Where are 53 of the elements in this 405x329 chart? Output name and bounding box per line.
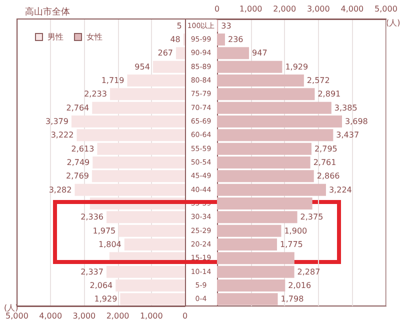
data-label: 1,929 [285, 62, 308, 72]
x-tick-label: 4,000 [39, 312, 62, 320]
x2-tick-label: 1,000 [239, 4, 262, 14]
data-label: 5 [176, 21, 182, 30]
data-label: 1,900 [284, 226, 308, 236]
data-label: 2,764 [66, 103, 90, 112]
data-label: 2,064 [90, 281, 113, 290]
data-label: 947 [252, 48, 268, 58]
data-label: 3,437 [336, 130, 360, 140]
x-tick-label: 0 [182, 312, 188, 320]
data-label: 954 [134, 62, 150, 72]
x2-tick-label: 4,000 [340, 4, 364, 14]
data-label: 2,375 [300, 212, 324, 222]
data-label: 2,769 [66, 172, 89, 181]
data-label: 236 [228, 35, 244, 44]
x-tick-label: 3,000 [72, 312, 96, 320]
data-label: 2,613 [71, 144, 94, 154]
data-label: 2,891 [318, 90, 341, 99]
x2-tick-label: 3,000 [306, 4, 330, 14]
legend-label: 男性 [48, 32, 64, 42]
data-label: 2,795 [314, 144, 338, 154]
x-tick-label: 1,000 [140, 312, 163, 320]
data-label: 3,379 [46, 117, 68, 126]
data-label: 2,016 [288, 281, 312, 290]
x-tick-label: 2,000 [106, 312, 130, 320]
data-label: 48 [170, 35, 180, 44]
data-label: 1,929 [94, 294, 118, 304]
data-label: 3,698 [344, 117, 368, 126]
data-label: 267 [158, 48, 174, 58]
data-label: 2,336 [80, 212, 104, 222]
data-label: 2,761 [313, 158, 336, 167]
data-label: 1,719 [101, 76, 124, 85]
data-label: 33 [221, 21, 232, 30]
data-label: 2,866 [316, 172, 340, 181]
data-label: 2,287 [297, 267, 320, 276]
data-label: 1,798 [280, 294, 304, 304]
data-label: 3,224 [328, 185, 352, 194]
data-label: 1,804 [98, 240, 122, 249]
data-label: 3,222 [50, 130, 74, 140]
data-label: 3,282 [48, 185, 72, 194]
data-label: 2,749 [66, 158, 90, 167]
x2-tick-label: 0 [214, 4, 220, 14]
chart-title: 高山市全体 [25, 6, 70, 18]
data-label: 1,775 [280, 240, 303, 249]
x2-tick-label: 5,000 [374, 4, 398, 14]
data-label: 1,975 [92, 226, 116, 236]
data-label: 2,233 [84, 90, 107, 99]
data-label: 2,337 [80, 267, 104, 276]
text: 女性 [86, 32, 102, 42]
x-tick-label: 5,000 [6, 312, 28, 320]
x2-tick-label: 2,000 [273, 4, 296, 14]
data-label: 2,572 [306, 76, 330, 85]
data-label: 3,385 [334, 103, 358, 112]
